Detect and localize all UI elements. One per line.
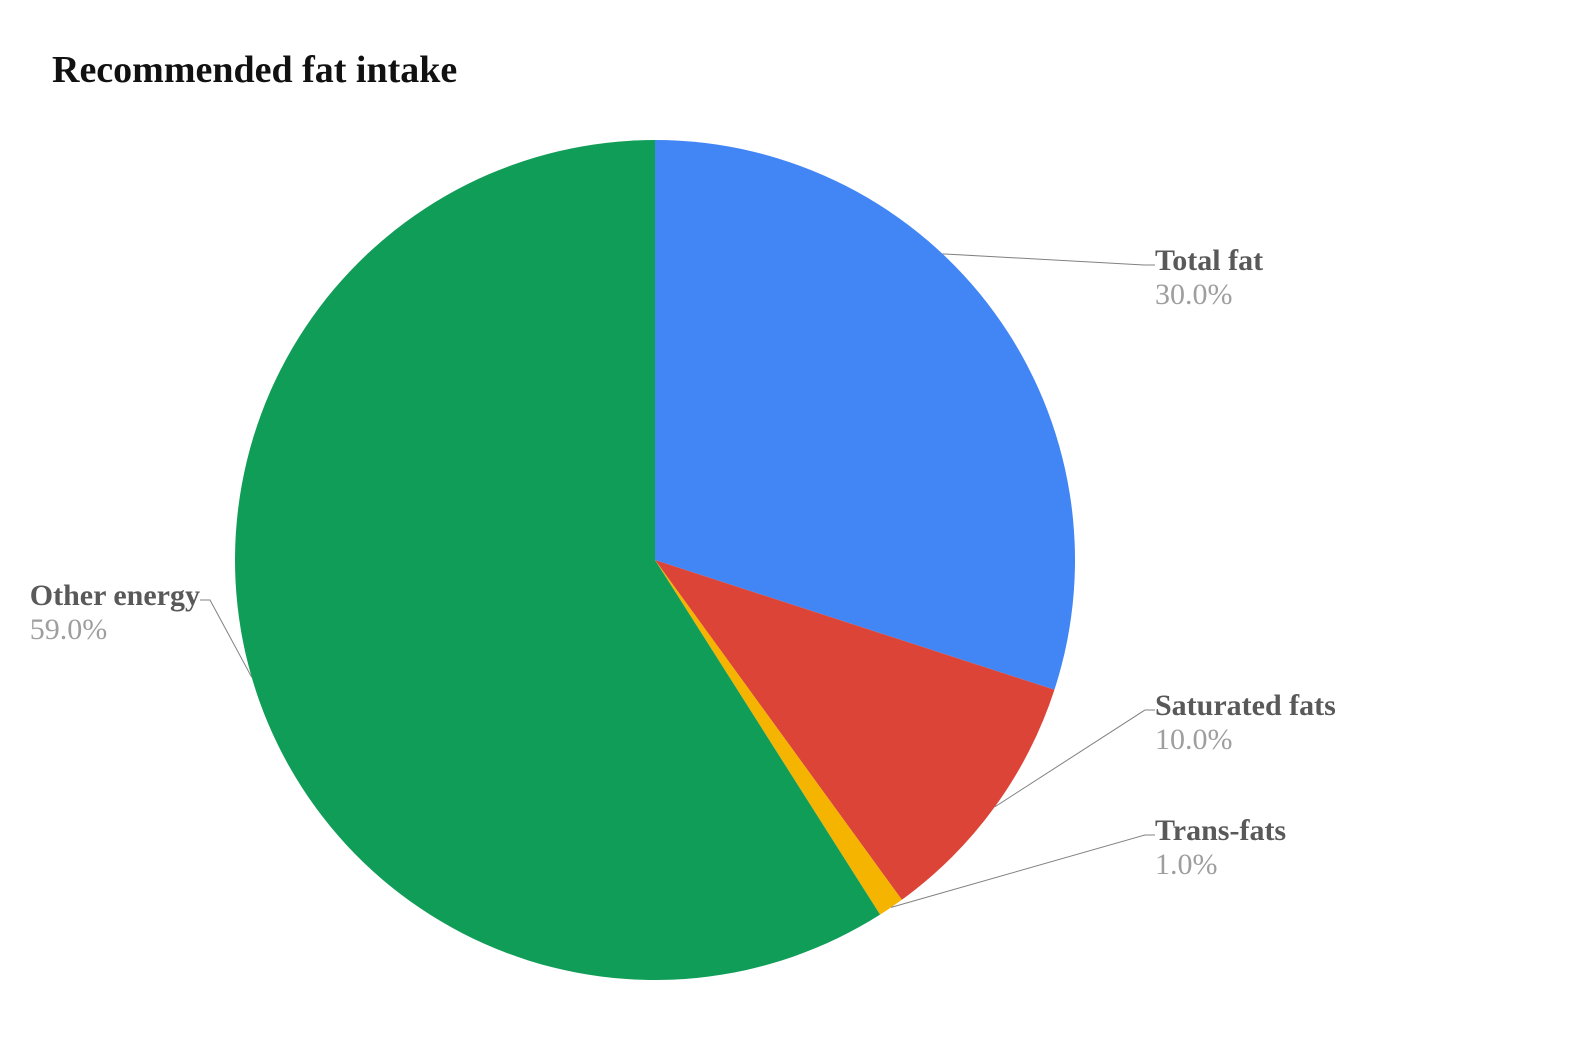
slice-label-trans-fats: Trans-fats1.0% [1155, 814, 1286, 882]
pie-chart: Total fat30.0% Saturated fats10.0% Trans-f… [0, 0, 1583, 1050]
slice-label-percent: 59.0% [30, 613, 200, 647]
slice-label-title: Saturated fats [1155, 689, 1336, 723]
slice-label-percent: 30.0% [1155, 278, 1263, 312]
slice-label-title: Trans-fats [1155, 814, 1286, 848]
slice-label-percent: 10.0% [1155, 723, 1336, 757]
slice-label-other-energy: Other energy59.0% [30, 579, 200, 647]
pie-chart-svg [0, 0, 1583, 1050]
leader-line [943, 254, 1155, 265]
slice-label-percent: 1.0% [1155, 848, 1286, 882]
slice-label-saturated-fats: Saturated fats10.0% [1155, 689, 1336, 757]
slice-label-title: Other energy [30, 579, 200, 613]
slice-label-title: Total fat [1155, 244, 1263, 278]
slice-label-total-fat: Total fat30.0% [1155, 244, 1263, 312]
